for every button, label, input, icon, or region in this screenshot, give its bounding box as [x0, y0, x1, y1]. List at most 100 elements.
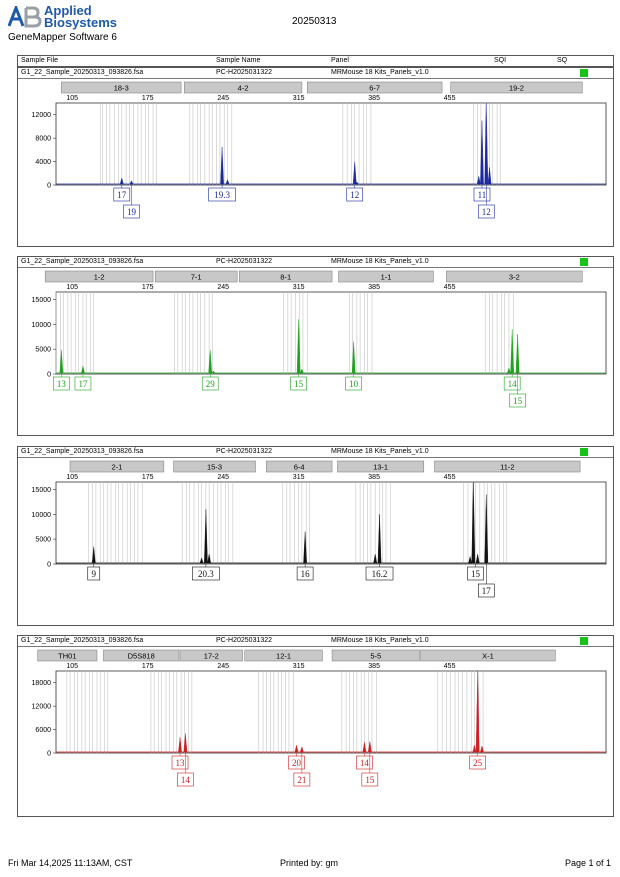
signal-peak	[303, 531, 307, 564]
panel-sample-file: G1_22_Sample_20250313_093826.fsa	[21, 448, 144, 455]
signal-peak	[510, 329, 514, 374]
allele-call-box	[290, 376, 307, 391]
panel-sample-name: PC-H2025031322	[216, 69, 273, 76]
plot-frame	[55, 291, 607, 375]
signal-peak	[183, 733, 188, 753]
y-tick-label: 15000	[32, 487, 52, 494]
plot-frame	[55, 102, 607, 186]
allele-call-box	[53, 376, 70, 391]
panel-title-row: G1_22_Sample_20250313_093826.fsa PC-H2025…	[18, 447, 613, 458]
allele-call-box	[467, 566, 484, 581]
allele-call-label: 13	[57, 379, 67, 389]
signal-peak	[476, 176, 481, 185]
y-tick-label: 12000	[32, 704, 52, 711]
panel-sample-name: PC-H2025031322	[216, 448, 273, 455]
x-tick-label: 245	[217, 474, 229, 481]
allele-call-box	[345, 376, 362, 391]
marker-bar	[420, 649, 556, 662]
allele-call-box	[473, 187, 491, 202]
marker-label: X-1	[482, 652, 494, 661]
marker-label: TH01	[58, 652, 76, 661]
marker-label: 18-3	[114, 84, 129, 93]
marker-bar	[239, 270, 333, 283]
col-sample-file: Sample File	[21, 57, 58, 64]
allele-call-label: 13	[176, 758, 186, 768]
marker-label: 1-2	[94, 273, 105, 282]
panel-sample-file: G1_22_Sample_20250313_093826.fsa	[21, 258, 144, 265]
marker-label: D5S818	[128, 652, 155, 661]
allele-call-label: 20	[292, 758, 302, 768]
allele-call-box	[288, 755, 305, 770]
signal-peak	[468, 556, 472, 564]
sizing-quality-indicator	[580, 258, 588, 266]
y-tick-label: 0	[47, 751, 51, 758]
allele-call-label: 15	[365, 775, 375, 785]
marker-label: 4-2	[238, 84, 249, 93]
y-tick-label: 4000	[35, 159, 51, 166]
marker-bar	[446, 270, 583, 283]
marker-bar	[244, 649, 323, 662]
signal-peak	[471, 481, 476, 564]
allele-call-label: 21	[297, 775, 306, 785]
electropherogram-panel-red: G1_22_Sample_20250313_093826.fsa PC-H2025…	[17, 635, 614, 817]
signal-peak	[129, 180, 134, 185]
x-tick-label: 245	[217, 284, 229, 291]
panel-panel: MRMouse 18 Kits_Panels_v1.0	[331, 69, 429, 76]
marker-bar	[450, 81, 583, 94]
x-tick-label: 315	[293, 95, 305, 102]
marker-label: 3-2	[509, 273, 520, 282]
y-tick-label: 6000	[35, 727, 51, 734]
y-tick-label: 10000	[32, 512, 52, 519]
signal-peak	[475, 670, 480, 753]
x-tick-label: 245	[217, 663, 229, 670]
signal-peak	[373, 554, 378, 564]
allele-call-box	[113, 187, 131, 202]
marker-bar	[61, 81, 182, 94]
allele-call-label: 9	[91, 569, 96, 579]
col-sqi: SQI	[494, 57, 507, 64]
y-tick-label: 5000	[35, 537, 51, 544]
marker-bar	[265, 460, 333, 473]
brand-name: Applied Biosystems	[44, 4, 117, 29]
marker-label: 11-2	[500, 463, 514, 472]
allele-call-box	[87, 566, 101, 581]
signal-peak	[81, 366, 85, 374]
y-tick-label: 18000	[32, 680, 52, 687]
allele-call-box	[361, 772, 379, 787]
allele-call-box	[477, 583, 495, 598]
electropherogram-plot: 18-3 4-2 6-7 19-2 105 175 245 315 385 455 0 4000 800…	[32, 81, 607, 219]
x-tick-label: 315	[293, 284, 305, 291]
x-tick-label: 245	[217, 95, 229, 102]
marker-label: 7-1	[191, 273, 202, 282]
software-name: GeneMapper Software 6	[8, 32, 117, 43]
electropherogram-plot: 2-1 15-3 6-4 13-1 11-2 105 175 245 315 385 455 0 500…	[32, 460, 607, 598]
x-tick-label: 385	[368, 95, 380, 102]
allele-call-label: 29	[206, 379, 216, 389]
allele-call-label: 14	[360, 758, 370, 768]
panel-title-row: G1_22_Sample_20250313_093826.fsa PC-H2025…	[18, 636, 613, 647]
signal-peak	[354, 181, 359, 185]
plot-frame	[55, 481, 607, 565]
signal-peak	[225, 179, 230, 185]
col-panel: Panel	[331, 57, 349, 64]
panel-sample-file: G1_22_Sample_20250313_093826.fsa	[21, 69, 144, 76]
marker-bar	[69, 460, 165, 473]
x-tick-label: 315	[293, 663, 305, 670]
signal-peak	[475, 554, 480, 564]
electropherogram-panel-black: G1_22_Sample_20250313_093826.fsa PC-H2025…	[17, 446, 614, 626]
x-tick-label: 455	[444, 95, 456, 102]
marker-bar	[434, 460, 581, 473]
x-tick-label: 455	[444, 663, 456, 670]
allele-call-box	[171, 755, 189, 770]
allele-call-label: 19.3	[214, 190, 230, 200]
marker-bar	[337, 460, 425, 473]
marker-label: 6-4	[294, 463, 305, 472]
x-tick-label: 315	[293, 474, 305, 481]
signal-peak	[296, 319, 301, 374]
sizing-quality-indicator	[580, 69, 588, 77]
panel-panel: MRMouse 18 Kits_Panels_v1.0	[331, 448, 429, 455]
allele-call-label: 20.3	[198, 569, 214, 579]
allele-call-box	[123, 204, 140, 219]
signal-peak	[484, 102, 489, 185]
signal-peak	[300, 746, 304, 753]
